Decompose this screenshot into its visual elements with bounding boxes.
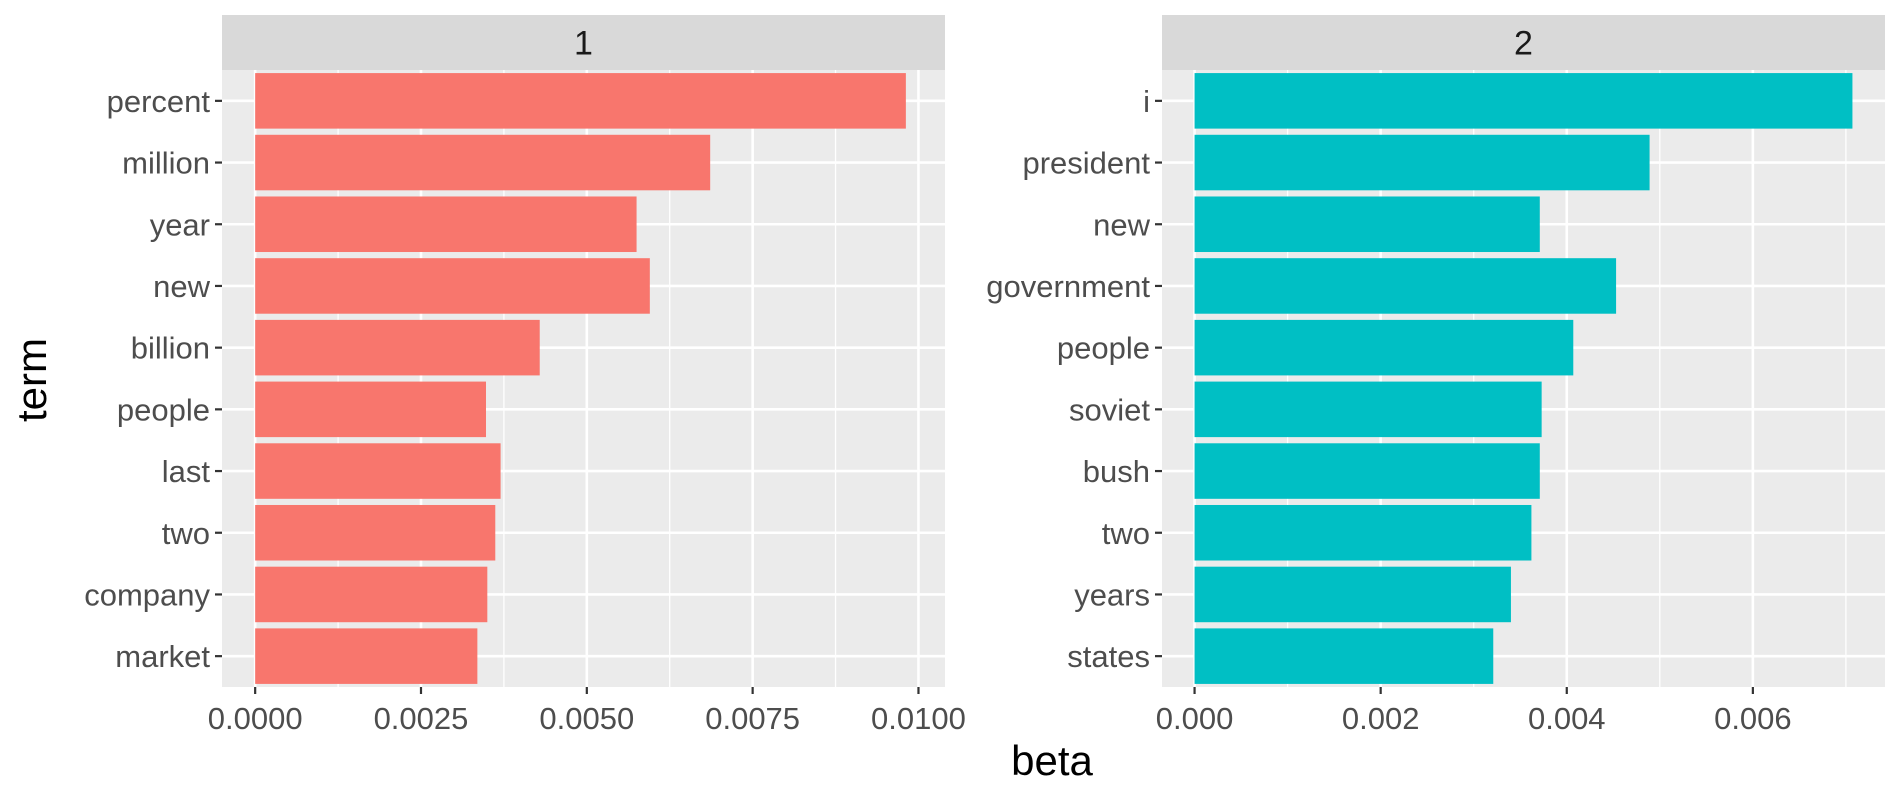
y-tick-label: two	[1102, 516, 1150, 551]
y-tick-label: bush	[1083, 454, 1150, 489]
x-tick-label: 0.0000	[208, 701, 303, 736]
bar-new	[255, 258, 650, 314]
bar-new	[1194, 196, 1540, 253]
y-tick-label: million	[122, 146, 210, 181]
bar-two	[1194, 504, 1532, 561]
bar-company	[255, 566, 488, 623]
y-tick-label: billion	[131, 331, 210, 366]
y-tick-label: company	[84, 577, 210, 612]
y-tick-label: people	[1057, 331, 1150, 366]
x-tick-label: 0.0075	[705, 701, 800, 736]
bar-president	[1194, 134, 1650, 191]
y-tick-label: president	[1022, 146, 1150, 181]
x-tick-label: 0.004	[1528, 701, 1606, 736]
y-tick-label: government	[986, 269, 1150, 304]
y-axis-title: term	[8, 338, 55, 422]
bar-last	[255, 443, 501, 499]
bar-market	[255, 628, 478, 684]
facet-strip-label: 2	[1514, 25, 1533, 63]
x-tick-label: 0.0050	[539, 701, 634, 736]
y-tick-label: market	[115, 639, 210, 674]
bar-years	[1194, 566, 1511, 623]
x-axis-title: beta	[1011, 737, 1093, 784]
y-tick-label: two	[162, 516, 210, 551]
bar-i	[1194, 73, 1853, 129]
bar-year	[255, 196, 637, 253]
x-tick-label: 0.0100	[871, 701, 966, 736]
bar-two	[255, 504, 496, 561]
y-tick-label: new	[153, 269, 210, 304]
bar-people	[255, 381, 486, 438]
x-tick-label: 0.0025	[374, 701, 469, 736]
y-tick-label: states	[1067, 639, 1150, 674]
y-tick-label: year	[150, 207, 210, 242]
facet-strip	[222, 15, 945, 70]
bar-million	[255, 134, 711, 191]
bar-percent	[255, 73, 906, 129]
bar-bush	[1194, 443, 1540, 499]
bar-states	[1194, 628, 1494, 684]
x-tick-label: 0.000	[1156, 701, 1234, 736]
bar-people	[1194, 319, 1574, 376]
y-tick-label: people	[117, 392, 210, 427]
y-tick-label: soviet	[1069, 392, 1150, 427]
y-tick-label: percent	[107, 84, 211, 119]
facet-strip-label: 1	[574, 25, 593, 63]
facet-panel-2: 2 i president new government people soviet bush…	[986, 15, 1885, 736]
bar-billion	[255, 319, 540, 376]
y-tick-label: years	[1074, 577, 1150, 612]
y-tick-label: last	[162, 454, 211, 489]
x-tick-label: 0.002	[1342, 701, 1420, 736]
y-tick-label: new	[1093, 207, 1150, 242]
bar-soviet	[1194, 381, 1542, 438]
bar-government	[1194, 258, 1617, 314]
facet-strip	[1162, 15, 1885, 70]
y-tick-label: i	[1143, 84, 1150, 119]
facet-panel-1: 1 percent million year new billion people last t…	[84, 15, 966, 736]
x-tick-label: 0.006	[1714, 701, 1792, 736]
